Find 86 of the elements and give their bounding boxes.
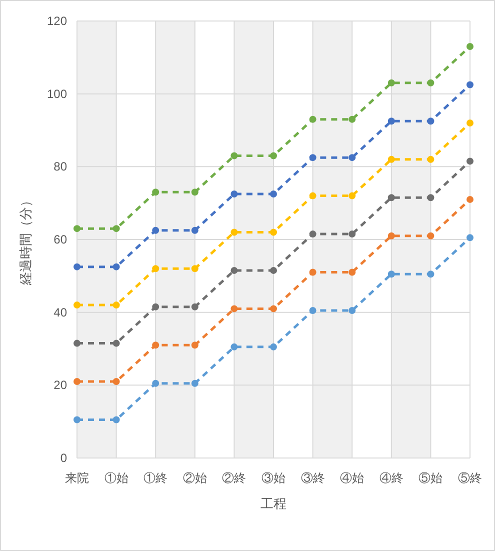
point bbox=[191, 188, 198, 196]
point bbox=[309, 116, 316, 123]
point bbox=[270, 228, 277, 236]
point bbox=[112, 340, 120, 347]
x-axis-title: 工程 bbox=[260, 496, 286, 511]
point bbox=[388, 270, 395, 278]
y-axis-title: 経過時間（分） bbox=[18, 194, 33, 286]
point bbox=[270, 152, 277, 160]
point bbox=[191, 303, 198, 310]
point bbox=[427, 232, 434, 240]
point bbox=[348, 154, 356, 162]
y-tick-label: 120 bbox=[46, 14, 68, 28]
x-tick-label: ⑤終 bbox=[458, 471, 482, 485]
point bbox=[270, 190, 277, 198]
point bbox=[74, 340, 80, 347]
x-tick-label: ⑤始 bbox=[418, 471, 443, 485]
point bbox=[427, 156, 434, 163]
point bbox=[152, 265, 160, 272]
point bbox=[309, 154, 316, 162]
point bbox=[112, 378, 120, 386]
point bbox=[112, 302, 120, 309]
point bbox=[466, 42, 474, 50]
point bbox=[348, 116, 356, 123]
x-tick-label: ①始 bbox=[104, 471, 128, 485]
y-tick-label: 60 bbox=[54, 232, 68, 246]
x-tick-label: ④終 bbox=[379, 471, 404, 485]
point bbox=[348, 192, 356, 200]
point bbox=[112, 225, 120, 232]
point bbox=[230, 152, 238, 160]
point bbox=[466, 158, 474, 165]
point bbox=[74, 263, 80, 270]
point bbox=[152, 188, 160, 196]
point bbox=[112, 416, 120, 424]
point bbox=[230, 266, 238, 274]
point bbox=[230, 190, 238, 198]
y-tick-label: 100 bbox=[46, 86, 68, 101]
point bbox=[309, 307, 316, 314]
y-tick-label: 80 bbox=[54, 160, 68, 174]
point bbox=[230, 305, 238, 312]
point bbox=[388, 232, 395, 240]
point bbox=[152, 303, 160, 310]
x-tick-label: ③始 bbox=[262, 471, 286, 485]
point bbox=[270, 266, 277, 274]
point bbox=[230, 343, 238, 350]
point bbox=[191, 342, 198, 349]
point bbox=[466, 119, 474, 126]
point bbox=[466, 81, 474, 88]
x-tick-label: ①終 bbox=[144, 471, 168, 485]
point bbox=[191, 265, 198, 272]
point bbox=[270, 343, 277, 350]
point bbox=[74, 416, 80, 424]
x-tick-label: 来院 bbox=[65, 471, 89, 485]
point bbox=[388, 156, 395, 163]
point bbox=[74, 225, 80, 232]
point bbox=[466, 196, 474, 203]
point bbox=[112, 263, 120, 270]
point bbox=[152, 342, 160, 349]
point bbox=[466, 234, 474, 242]
point bbox=[388, 118, 395, 125]
point bbox=[309, 230, 316, 238]
x-tick-label: ④始 bbox=[340, 471, 364, 485]
x-tick-label: ②始 bbox=[182, 471, 207, 485]
y-tick-label: 0 bbox=[60, 451, 68, 465]
x-tick-label: ②終 bbox=[222, 471, 246, 485]
point bbox=[191, 380, 198, 387]
y-tick-label: 20 bbox=[54, 378, 68, 392]
point bbox=[427, 79, 434, 86]
y-tick-label: 40 bbox=[54, 305, 68, 320]
point bbox=[270, 305, 277, 312]
point bbox=[152, 226, 160, 234]
point bbox=[309, 268, 316, 276]
point bbox=[230, 228, 238, 236]
point bbox=[152, 380, 160, 387]
point bbox=[427, 194, 434, 202]
point bbox=[388, 194, 395, 202]
point bbox=[74, 378, 80, 386]
point bbox=[427, 270, 434, 278]
x-tick-label: ③終 bbox=[300, 471, 325, 485]
point bbox=[191, 226, 198, 234]
point bbox=[388, 79, 395, 86]
point bbox=[348, 230, 356, 238]
point bbox=[309, 192, 316, 200]
point bbox=[427, 118, 434, 125]
point bbox=[74, 302, 80, 309]
point bbox=[348, 307, 356, 314]
point bbox=[348, 268, 356, 276]
